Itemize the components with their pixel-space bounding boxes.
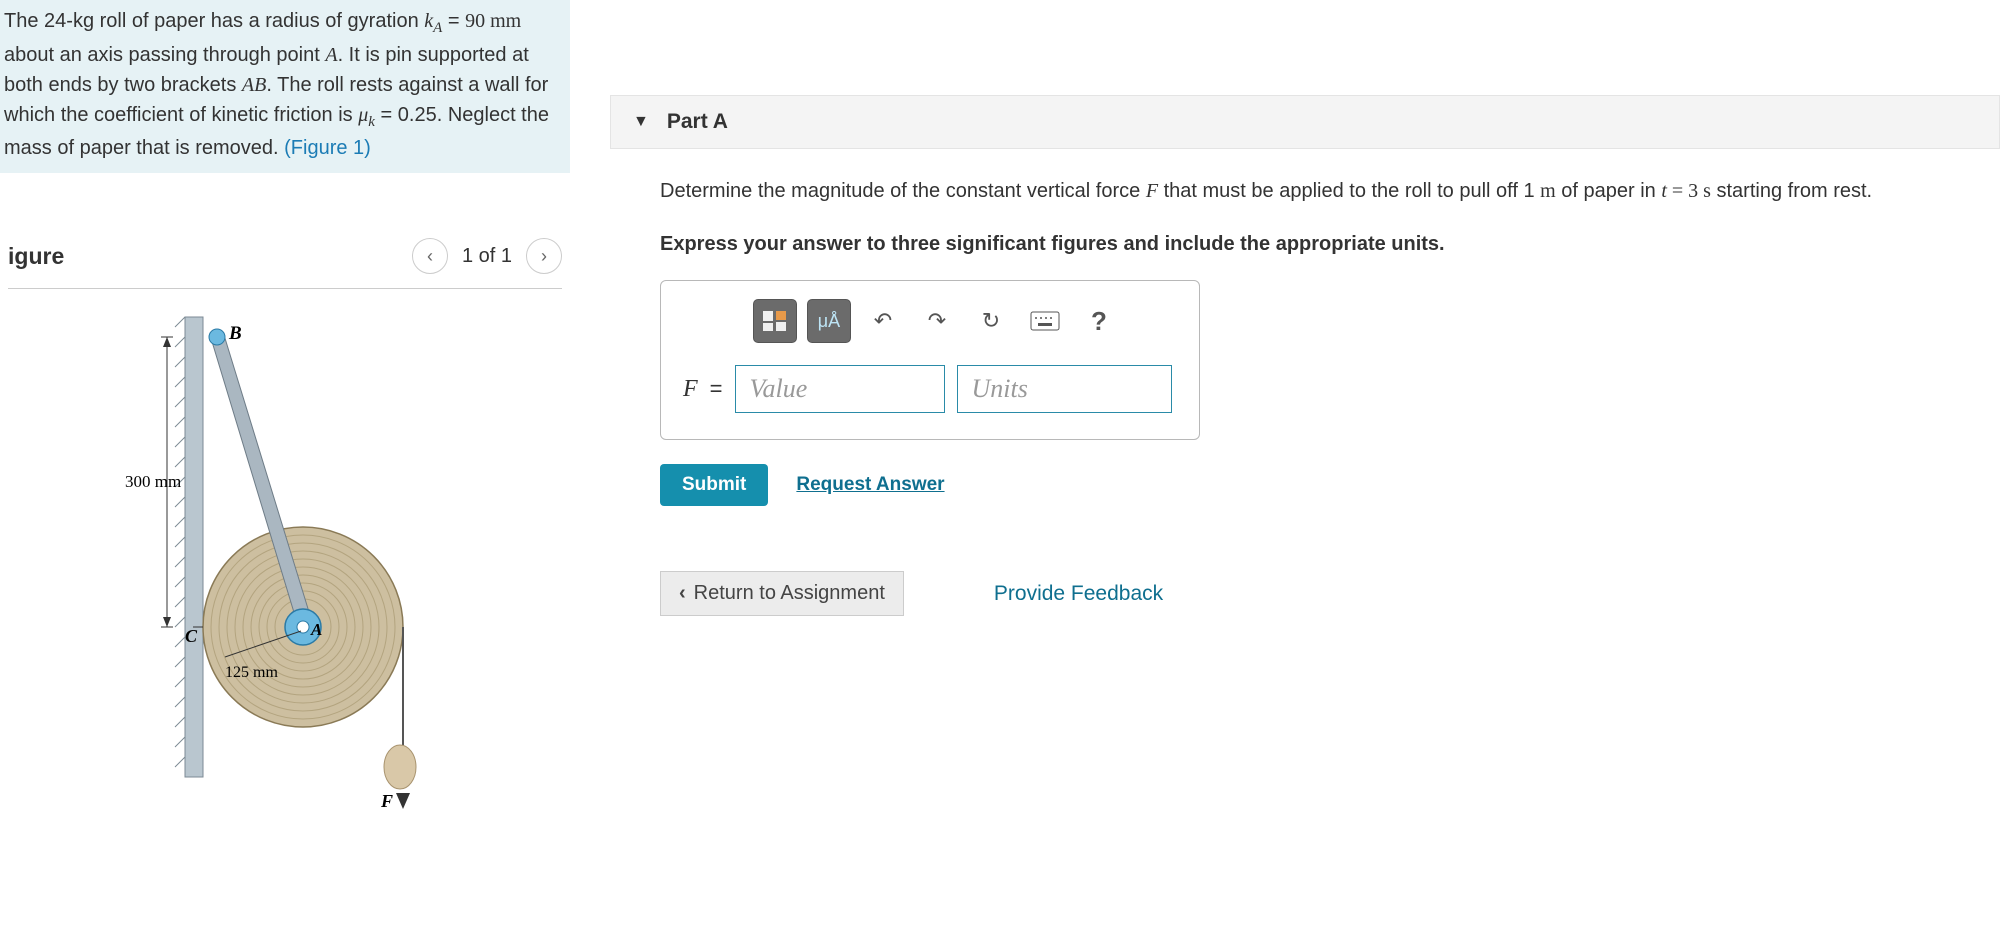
question-text: Determine the magnitude of the constant … <box>660 177 1950 205</box>
figure-next-button[interactable]: › <box>526 238 562 274</box>
reset-button[interactable]: ↻ <box>969 299 1013 343</box>
undo-button[interactable]: ↶ <box>861 299 905 343</box>
var-mu-sub: k <box>368 114 375 130</box>
keyboard-button[interactable] <box>1023 299 1067 343</box>
figure-divider <box>8 288 562 289</box>
templates-button[interactable] <box>753 299 797 343</box>
dim-125-label: 125 mm <box>225 664 278 681</box>
return-button[interactable]: ‹ Return to Assignment <box>660 571 904 616</box>
label-B: B <box>228 323 242 344</box>
answer-toolbar: μÅ ↶ ↷ ↻ ? <box>753 299 1177 343</box>
figure-diagram: 300 mm C 125 mm B A F <box>0 307 570 827</box>
value-input[interactable]: Value <box>735 365 945 413</box>
bracket-AB: AB <box>242 74 266 96</box>
return-label: Return to Assignment <box>694 582 885 605</box>
var-k-sub: A <box>433 20 442 36</box>
point-A: A <box>325 44 337 66</box>
answer-box: μÅ ↶ ↷ ↻ ? F = Value Units <box>660 280 1200 440</box>
equals-sign: = <box>710 376 723 402</box>
figure-title: igure <box>8 243 64 270</box>
mass-value: 24-kg <box>44 10 94 32</box>
redo-button[interactable]: ↷ <box>915 299 959 343</box>
answer-var: F <box>683 376 698 403</box>
answer-instructions: Express your answer to three significant… <box>660 233 1950 256</box>
units-symbol-button[interactable]: μÅ <box>807 299 851 343</box>
units-input[interactable]: Units <box>957 365 1172 413</box>
figure-nav: ‹ 1 of 1 › <box>412 238 562 274</box>
provide-feedback-link[interactable]: Provide Feedback <box>994 582 1163 606</box>
submit-button[interactable]: Submit <box>660 464 768 506</box>
var-F: F <box>1146 180 1158 202</box>
chevron-left-icon: ‹ <box>679 582 686 605</box>
var-k: k <box>424 10 433 32</box>
request-answer-link[interactable]: Request Answer <box>796 474 944 496</box>
part-header[interactable]: ▼ Part A <box>610 95 2000 149</box>
label-F: F <box>380 791 393 811</box>
dim-300-label: 300 mm <box>125 472 181 491</box>
figure-reference-link[interactable]: (Figure 1) <box>284 137 371 159</box>
label-C: C <box>185 626 198 646</box>
label-A: A <box>310 620 322 639</box>
part-label: Part A <box>667 110 728 134</box>
collapse-icon: ▼ <box>633 113 649 131</box>
problem-statement: The 24-kg roll of paper has a radius of … <box>0 0 570 173</box>
figure-count: 1 of 1 <box>456 245 518 268</box>
mu-value: 0.25 <box>398 104 437 126</box>
help-button[interactable]: ? <box>1077 299 1121 343</box>
figure-prev-button[interactable]: ‹ <box>412 238 448 274</box>
var-mu: μ <box>358 104 368 126</box>
k-value: 90 mm <box>465 10 521 32</box>
